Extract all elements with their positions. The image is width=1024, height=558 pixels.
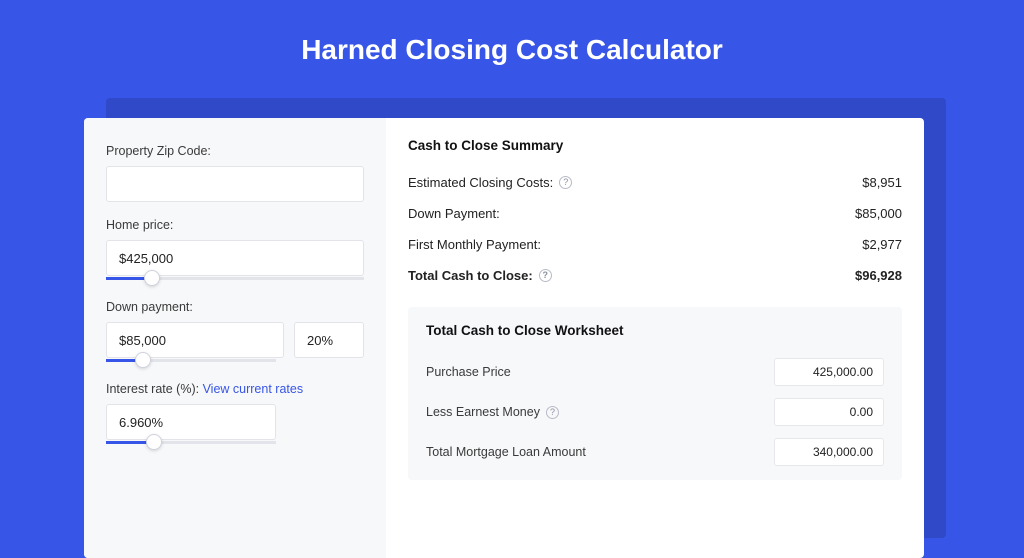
results-panel: Cash to Close Summary Estimated Closing …: [386, 118, 924, 558]
summary-row-label: Down Payment:: [408, 206, 500, 221]
help-icon[interactable]: ?: [539, 269, 552, 282]
divider: [408, 291, 902, 301]
summary-row-label: Total Cash to Close:?: [408, 268, 552, 283]
slider-thumb[interactable]: [144, 270, 160, 286]
zip-field-group: Property Zip Code:: [106, 144, 364, 202]
interest-rate-label: Interest rate (%): View current rates: [106, 382, 364, 396]
interest-rate-input[interactable]: [106, 404, 276, 440]
summary-row-value: $96,928: [855, 268, 902, 283]
down-payment-label: Down payment:: [106, 300, 364, 314]
summary-row-value: $85,000: [855, 206, 902, 221]
summary-row-value: $8,951: [862, 175, 902, 190]
interest-rate-slider[interactable]: [106, 438, 276, 448]
worksheet-row: Purchase Price: [426, 352, 884, 392]
summary-row-label-text: First Monthly Payment:: [408, 237, 541, 252]
summary-row: First Monthly Payment: $2,977: [408, 229, 902, 260]
worksheet-row-label-text: Purchase Price: [426, 365, 511, 379]
summary-row-label: First Monthly Payment:: [408, 237, 541, 252]
down-payment-input[interactable]: [106, 322, 284, 358]
worksheet-row-input[interactable]: [774, 398, 884, 426]
worksheet-row-label: Less Earnest Money?: [426, 405, 559, 419]
down-payment-pct-input[interactable]: [294, 322, 364, 358]
summary-row-label: Estimated Closing Costs:?: [408, 175, 572, 190]
summary-row-label-text: Down Payment:: [408, 206, 500, 221]
summary-row-label-text: Estimated Closing Costs:: [408, 175, 553, 190]
page-title: Harned Closing Cost Calculator: [0, 0, 1024, 90]
slider-thumb[interactable]: [146, 434, 162, 450]
zip-label: Property Zip Code:: [106, 144, 364, 158]
interest-rate-field-group: Interest rate (%): View current rates: [106, 382, 364, 448]
summary-row: Down Payment: $85,000: [408, 198, 902, 229]
worksheet-panel: Total Cash to Close Worksheet Purchase P…: [408, 307, 902, 480]
down-payment-slider[interactable]: [106, 356, 276, 366]
down-payment-field-group: Down payment:: [106, 300, 364, 366]
zip-input[interactable]: [106, 166, 364, 202]
worksheet-row-label: Purchase Price: [426, 365, 511, 379]
worksheet-row-label: Total Mortgage Loan Amount: [426, 445, 586, 459]
help-icon[interactable]: ?: [559, 176, 572, 189]
summary-row-label-text: Total Cash to Close:: [408, 268, 533, 283]
worksheet-row: Less Earnest Money?: [426, 392, 884, 432]
summary-row: Estimated Closing Costs:? $8,951: [408, 167, 902, 198]
home-price-field-group: Home price:: [106, 218, 364, 284]
worksheet-row-label-text: Less Earnest Money: [426, 405, 540, 419]
worksheet-title: Total Cash to Close Worksheet: [426, 323, 884, 338]
worksheet-row: Total Mortgage Loan Amount: [426, 432, 884, 472]
worksheet-row-input[interactable]: [774, 438, 884, 466]
home-price-label: Home price:: [106, 218, 364, 232]
home-price-input[interactable]: [106, 240, 364, 276]
view-rates-link[interactable]: View current rates: [203, 382, 304, 396]
interest-rate-label-text: Interest rate (%):: [106, 382, 203, 396]
help-icon[interactable]: ?: [546, 406, 559, 419]
calculator-card: Property Zip Code: Home price: Down paym…: [84, 118, 924, 558]
inputs-panel: Property Zip Code: Home price: Down paym…: [84, 118, 386, 558]
summary-row: Total Cash to Close:? $96,928: [408, 260, 902, 291]
slider-thumb[interactable]: [135, 352, 151, 368]
worksheet-row-label-text: Total Mortgage Loan Amount: [426, 445, 586, 459]
worksheet-rows: Purchase Price Less Earnest Money? Total M…: [426, 352, 884, 472]
summary-title: Cash to Close Summary: [408, 138, 902, 153]
home-price-slider[interactable]: [106, 274, 364, 284]
summary-row-value: $2,977: [862, 237, 902, 252]
worksheet-row-input[interactable]: [774, 358, 884, 386]
summary-rows: Estimated Closing Costs:? $8,951 Down Paym…: [408, 167, 902, 291]
